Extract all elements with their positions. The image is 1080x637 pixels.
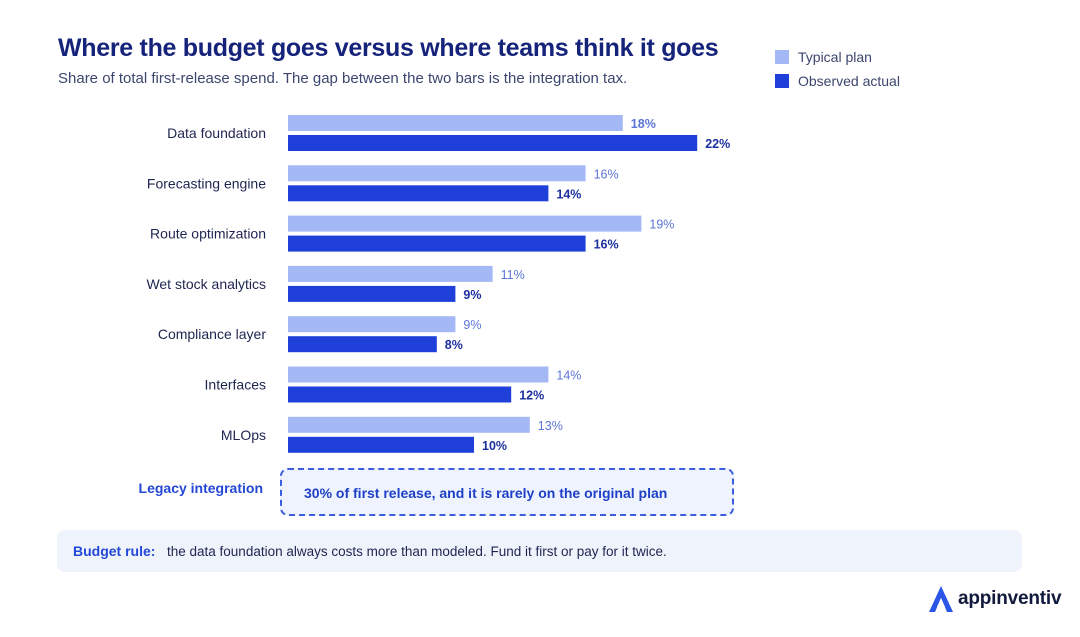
legend-label-observed-actual: Observed actual: [798, 73, 900, 89]
bar-typical-plan-forecasting-engine: [288, 165, 586, 182]
budget-rule-label: Budget rule:: [73, 543, 156, 559]
appinventiv-logo-icon: [929, 586, 953, 612]
legacy-integration-label: Legacy integration: [138, 480, 263, 496]
data-label-typical-plan-interfaces: 14%: [556, 369, 581, 383]
bar-observed-actual-data-foundation: [288, 135, 698, 151]
legend-swatch-typical-plan: [775, 50, 789, 64]
data-label-observed-actual-data-foundation: 22%: [705, 137, 730, 151]
brand-name: appinventiv: [958, 588, 1062, 609]
bar-typical-plan-route-optimization: [288, 215, 642, 232]
bar-chart: Data foundation 18% 22% Forecasting engine 1…: [146, 115, 730, 453]
chart-subtitle: Share of total first-release spend. The …: [58, 70, 628, 87]
chart-title: Where the budget goes versus where teams…: [58, 34, 719, 62]
bar-typical-plan-wet-stock-analytics: [288, 265, 493, 282]
bar-typical-plan-mlops: [288, 416, 530, 433]
budget-rule-box: Budget rule: the data foundation always …: [57, 530, 1022, 572]
data-label-typical-plan-forecasting-engine: 16%: [594, 167, 619, 181]
category-label-route-optimization: Route optimization: [150, 226, 266, 242]
brand-logo: appinventiv: [928, 585, 1062, 613]
bar-observed-actual-forecasting-engine: [288, 185, 549, 202]
bar-observed-actual-interfaces: [288, 386, 512, 403]
data-label-typical-plan-wet-stock-analytics: 11%: [501, 268, 525, 282]
data-label-observed-actual-compliance-layer: 8%: [445, 338, 463, 352]
legend-item-observed-actual: Observed actual: [775, 69, 900, 93]
data-label-observed-actual-mlops: 10%: [482, 439, 507, 453]
legend-item-typical-plan: Typical plan: [775, 45, 900, 69]
bar-observed-actual-mlops: [288, 436, 474, 453]
bar-typical-plan-interfaces: [288, 366, 549, 383]
category-label-wet-stock-analytics: Wet stock analytics: [146, 276, 266, 292]
category-label-data-foundation: Data foundation: [167, 125, 266, 141]
category-label-forecasting-engine: Forecasting engine: [147, 175, 266, 191]
data-label-typical-plan-compliance-layer: 9%: [463, 318, 481, 332]
bar-observed-actual-compliance-layer: [288, 336, 437, 353]
category-label-interfaces: Interfaces: [205, 377, 266, 393]
data-label-observed-actual-forecasting-engine: 14%: [556, 187, 581, 201]
chart-legend: Typical plan Observed actual: [775, 45, 900, 93]
category-label-mlops: MLOps: [221, 427, 266, 443]
bar-observed-actual-wet-stock-analytics: [288, 285, 456, 302]
data-label-observed-actual-route-optimization: 16%: [594, 238, 619, 252]
legacy-integration-text: 30% of first release, and it is rarely o…: [304, 485, 668, 501]
legend-label-typical-plan: Typical plan: [798, 49, 872, 65]
legend-swatch-observed-actual: [775, 74, 789, 88]
bar-chart-svg: Data foundation 18% 22% Forecasting engine 1…: [146, 115, 730, 453]
legacy-integration-callout: 30% of first release, and it is rarely o…: [280, 468, 734, 516]
data-label-observed-actual-interfaces: 12%: [519, 389, 544, 403]
data-label-observed-actual-wet-stock-analytics: 9%: [463, 288, 481, 302]
data-label-typical-plan-mlops: 13%: [538, 419, 563, 433]
category-label-compliance-layer: Compliance layer: [158, 326, 266, 342]
bar-typical-plan-data-foundation: [288, 115, 623, 131]
budget-rule-text: the data foundation always costs more th…: [167, 544, 667, 559]
bar-typical-plan-compliance-layer: [288, 316, 456, 333]
data-label-typical-plan-route-optimization: 19%: [649, 218, 674, 232]
bar-observed-actual-route-optimization: [288, 235, 586, 252]
data-label-typical-plan-data-foundation: 18%: [631, 117, 656, 131]
